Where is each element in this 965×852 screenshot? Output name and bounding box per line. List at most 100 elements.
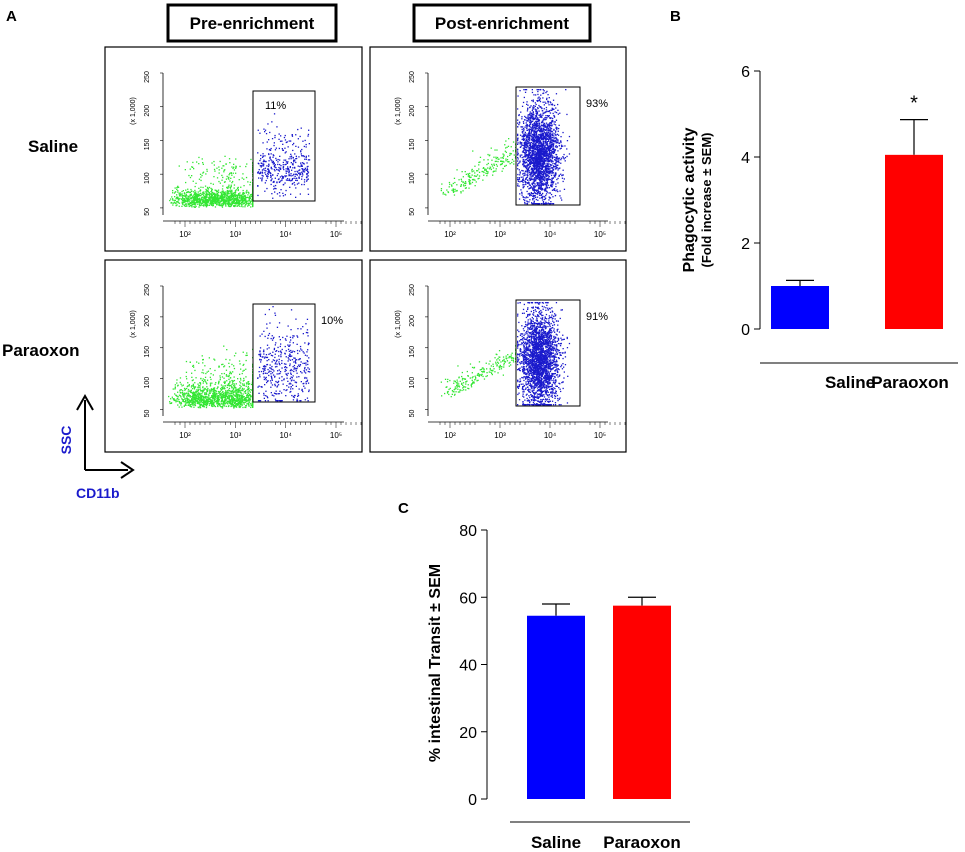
flow-dot-gated [281, 178, 283, 180]
flow-dot-gated [524, 154, 526, 156]
flow-dot-gated [549, 169, 551, 172]
flow-dot-gated [562, 180, 564, 183]
flow-dot-gated [517, 137, 519, 139]
flow-dot-ungated [186, 195, 188, 197]
flow-dot-ungated [469, 176, 471, 179]
flow-dot-gated [542, 148, 544, 150]
flow-dot-ungated [191, 195, 194, 197]
flow-dot-ungated [211, 197, 213, 199]
flow-dot-gated [277, 173, 279, 175]
flow-dot-gated [533, 126, 535, 128]
flow-dot-gated [547, 184, 549, 186]
flow-dot-gated [549, 122, 551, 124]
flow-dot-gated [541, 194, 543, 196]
flow-dot-ungated [226, 191, 229, 193]
flow-dot-gated [270, 147, 272, 150]
flow-dot-ungated [184, 392, 186, 394]
flow-dot-gated [544, 180, 546, 182]
flow-dot-gated [535, 133, 538, 135]
flow-dot-gated [303, 163, 305, 165]
flow-dot-ungated [178, 202, 181, 204]
flow-dot-gated [294, 166, 296, 169]
flow-dot-ungated [229, 198, 231, 200]
flow-dot-gated [544, 159, 546, 162]
flow-dot-gated [537, 146, 539, 149]
flow-dot-ungated [474, 165, 476, 167]
flow-dot-gated [539, 131, 542, 133]
flow-dot-gated [544, 176, 546, 178]
flow-dot-ungated [189, 204, 192, 207]
flow-dot-ungated [229, 402, 231, 405]
flow-dot-gated [557, 109, 559, 111]
flow-dot-gated [540, 122, 543, 124]
flow-dot-gated [543, 163, 545, 166]
flow-dot-gated [532, 195, 534, 197]
flow-dot-gated [533, 189, 535, 191]
flow-dot-ungated [476, 170, 478, 172]
flow-dot-gated [536, 89, 538, 91]
flow-dot-gated [526, 143, 529, 145]
flow-dot-ungated [208, 199, 211, 201]
flow-dot-ungated [203, 192, 205, 195]
flow-dot-gated [518, 114, 520, 117]
flow-dot-ungated [199, 392, 201, 395]
flow-dot-ungated [223, 202, 225, 205]
flow-dot-ungated [205, 199, 207, 201]
flow-dot-gated [531, 202, 533, 204]
flow-dot-gated [526, 169, 528, 171]
flow-dot-gated [521, 128, 523, 131]
flow-dot-gated [532, 99, 534, 101]
flow-dot-ungated [237, 399, 239, 401]
flow-dot-gated [519, 174, 521, 176]
flow-dot-gated [547, 94, 549, 96]
flow-dot-gated [545, 102, 547, 104]
flow-dot-gated [295, 161, 297, 164]
flow-dot-ungated [247, 202, 249, 204]
flow-dot-ungated [501, 161, 503, 163]
flow-dot-ungated [222, 195, 224, 197]
flow-dot-ungated [495, 160, 497, 162]
flow-dot-ungated [502, 160, 504, 162]
flow-dot-gated [554, 133, 556, 135]
flow-dot-ungated [211, 190, 213, 192]
flow-dot-gated [542, 189, 544, 191]
flow-dot-gated [533, 203, 535, 205]
flow-dot-gated [538, 194, 541, 196]
flow-dot-gated [519, 172, 521, 174]
flow-dot-gated [534, 156, 536, 158]
flow-dot-gated [300, 150, 302, 152]
flow-dot-gated [545, 183, 547, 185]
flow-dot-ungated [194, 192, 196, 194]
flow-dot-ungated [216, 197, 218, 200]
flow-dot-ungated [250, 195, 253, 198]
flow-dot-ungated [196, 197, 198, 200]
flow-dot-ungated [192, 161, 194, 164]
flow-dot-ungated [193, 203, 195, 205]
flow-dot-gated [541, 136, 543, 138]
flow-dot-gated [529, 193, 531, 195]
flow-dot-gated [543, 155, 545, 158]
flow-dot-gated [552, 104, 554, 106]
flow-dot-gated [295, 196, 297, 198]
flow-dot-gated [534, 185, 536, 187]
flow-dot-gated [552, 132, 554, 134]
flow-gate [252, 90, 316, 202]
flow-dot-ungated [223, 171, 225, 173]
flow-dot-gated [536, 111, 539, 114]
flow-dot-gated [533, 131, 535, 133]
flow-dot-gated [552, 167, 554, 169]
flow-dot-ungated [468, 187, 470, 189]
flow-dot-ungated [207, 193, 209, 195]
flow-dot-ungated [199, 189, 202, 192]
flow-dot-ungated [217, 192, 219, 195]
flow-dot-gated [537, 178, 539, 180]
flow-dot-gated [564, 145, 566, 147]
flow-dot-ungated [199, 405, 202, 407]
flow-dot-gated [532, 112, 534, 114]
flow-dot-ungated [225, 204, 227, 206]
flow-dot-gated [293, 177, 295, 179]
flow-dot-gated [550, 201, 552, 203]
flow-dot-gated [528, 184, 530, 186]
flow-dot-gated [533, 134, 535, 137]
flow-dot-ungated [223, 372, 225, 375]
